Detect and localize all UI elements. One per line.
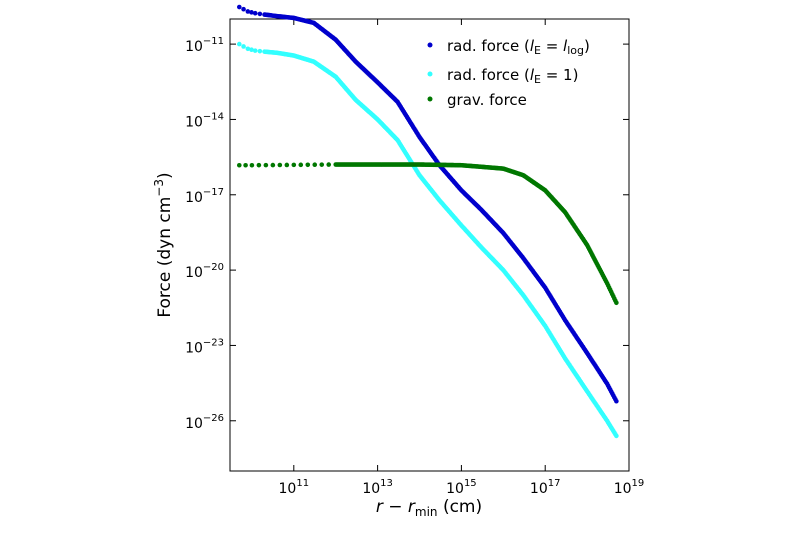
series-0-point-342 bbox=[614, 398, 619, 404]
series-0-point-1 bbox=[241, 6, 246, 12]
y-tick-label-2: 10−17 bbox=[185, 187, 224, 206]
y-axis-ticks: 10−11 10−14 10−17 10−20 10−23 10−26 bbox=[185, 36, 629, 432]
x-axis-ticks: 1011 1013 1015 1017 1019 bbox=[279, 19, 645, 497]
series-2-point-5 bbox=[270, 162, 276, 168]
y-tick-label-0: 10−11 bbox=[185, 36, 224, 55]
series-2 bbox=[236, 162, 619, 306]
series-1-point-2 bbox=[245, 46, 251, 52]
series-0-point-5 bbox=[257, 11, 263, 17]
legend: rad. force (lE = llog) rad. force (lE = … bbox=[427, 37, 590, 109]
x-tick-label-1: 1013 bbox=[362, 478, 393, 497]
y-axis-label: Force (dyn cm−3) bbox=[152, 172, 175, 317]
series-2-point-0 bbox=[236, 162, 242, 168]
series-0-point-3 bbox=[249, 10, 254, 15]
legend-marker-grav-force bbox=[427, 96, 433, 102]
y-tick-label-5: 10−26 bbox=[185, 413, 224, 432]
y-axis-label-main: Force (dyn cm bbox=[155, 197, 175, 318]
y-tick-label-3: 10−20 bbox=[185, 262, 224, 281]
series-2-point-282 bbox=[614, 300, 619, 306]
series-0 bbox=[236, 4, 619, 404]
series-0-point-2 bbox=[245, 9, 251, 14]
legend-marker-rad-force-log bbox=[427, 42, 433, 48]
plot-area bbox=[229, 18, 630, 472]
series-1-point-342 bbox=[614, 433, 619, 439]
legend-label-rad-force-1: rad. force (lE = 1) bbox=[447, 66, 578, 86]
x-tick-label-4: 1019 bbox=[614, 478, 645, 497]
legend-entry-rad-force-log: rad. force (lE = llog) bbox=[427, 37, 590, 57]
series-2-point-10 bbox=[305, 162, 311, 168]
x-axis-label: r − rmin (cm) bbox=[376, 497, 482, 519]
series-0-point-4 bbox=[252, 10, 258, 16]
legend-label-grav-force: grav. force bbox=[447, 91, 527, 109]
series-0-point-0 bbox=[236, 4, 242, 10]
legend-entry-rad-force-1: rad. force (lE = 1) bbox=[427, 66, 578, 86]
series-2-point-7 bbox=[284, 162, 290, 168]
y-axis-label-sup: −3 bbox=[152, 179, 166, 197]
x-tick-label-0: 1011 bbox=[279, 478, 310, 497]
series-2-point-12 bbox=[319, 162, 325, 167]
series-2-point-11 bbox=[312, 162, 318, 168]
x-axis-label-main: r − r bbox=[376, 497, 416, 517]
series-1 bbox=[236, 41, 619, 439]
legend-label-rad-force-log: rad. force (lE = llog) bbox=[447, 37, 590, 57]
x-axis-label-unit: (cm) bbox=[438, 497, 483, 517]
legend-marker-rad-force-1 bbox=[427, 71, 433, 77]
series-2-point-1 bbox=[243, 162, 248, 168]
series-1-point-0 bbox=[236, 41, 242, 47]
series-2-point-3 bbox=[256, 162, 262, 168]
series-layer bbox=[236, 4, 619, 439]
series-2-point-4 bbox=[263, 162, 269, 168]
series-2-point-6 bbox=[277, 162, 283, 168]
series-1-point-1 bbox=[241, 44, 246, 49]
series-2-point-13 bbox=[326, 162, 332, 167]
y-tick-label-4: 10−23 bbox=[185, 337, 224, 356]
series-2-point-9 bbox=[298, 162, 304, 168]
series-2-point-2 bbox=[249, 162, 255, 168]
series-2-point-8 bbox=[291, 162, 297, 168]
y-axis-label-close: ) bbox=[155, 172, 175, 179]
x-axis-label-sub: min bbox=[415, 505, 438, 519]
series-1-point-4 bbox=[252, 48, 258, 53]
series-1-point-5 bbox=[257, 48, 263, 54]
x-tick-label-3: 1017 bbox=[530, 478, 561, 497]
legend-entry-grav-force: grav. force bbox=[427, 91, 527, 109]
y-tick-label-1: 10−14 bbox=[185, 111, 224, 130]
series-1-point-3 bbox=[249, 47, 254, 53]
x-tick-label-2: 1015 bbox=[446, 478, 477, 497]
